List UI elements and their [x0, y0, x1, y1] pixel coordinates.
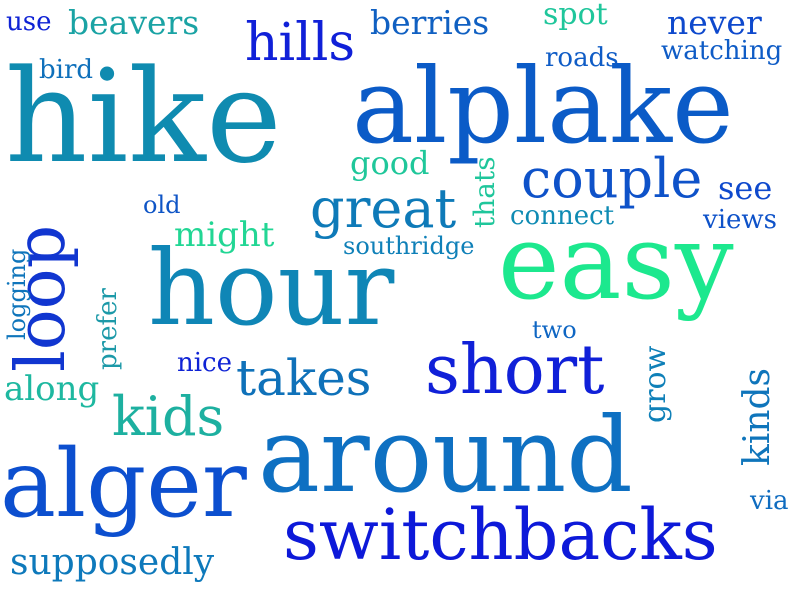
word-see: see — [718, 169, 773, 207]
word-alger: alger — [0, 430, 247, 539]
word-via: via — [750, 486, 789, 516]
word-takes: takes — [236, 349, 372, 407]
word-alplake: alplake — [352, 45, 734, 167]
word-kinds: kinds — [737, 367, 778, 466]
word-berries: berries — [370, 3, 490, 42]
word-supposedly: supposedly — [10, 542, 215, 583]
word-around: around — [258, 394, 633, 516]
word-switchbacks: switchbacks — [283, 494, 718, 576]
word-logging: logging — [3, 248, 31, 340]
word-never: never — [667, 3, 762, 42]
word-two: two — [532, 316, 577, 344]
word-hour: hour — [148, 227, 395, 349]
word-views: views — [703, 205, 777, 235]
word-old: old — [143, 191, 181, 219]
word-couple: couple — [521, 147, 703, 210]
word-kids: kids — [112, 385, 225, 448]
word-thats: thats — [468, 156, 501, 228]
word-southridge: southridge — [343, 232, 475, 260]
word-bird: bird — [39, 55, 94, 85]
word-use: use — [6, 7, 52, 37]
word-nice: nice — [177, 348, 233, 378]
word-roads: roads — [545, 43, 619, 73]
word-hills: hills — [245, 13, 356, 73]
word-connect: connect — [510, 201, 615, 231]
word-short: short — [425, 331, 605, 410]
word-spot: spot — [543, 0, 608, 32]
word-grow: grow — [638, 345, 673, 423]
word-might: might — [174, 215, 275, 255]
word-good: good — [350, 144, 430, 182]
word-hike: hike — [5, 43, 282, 192]
word-along: along — [4, 369, 100, 409]
word-prefer: prefer — [93, 288, 123, 370]
word-watching: watching — [661, 36, 783, 66]
word-great: great — [310, 177, 457, 240]
word-easy: easy — [498, 201, 734, 323]
word-beavers: beavers — [68, 3, 200, 42]
